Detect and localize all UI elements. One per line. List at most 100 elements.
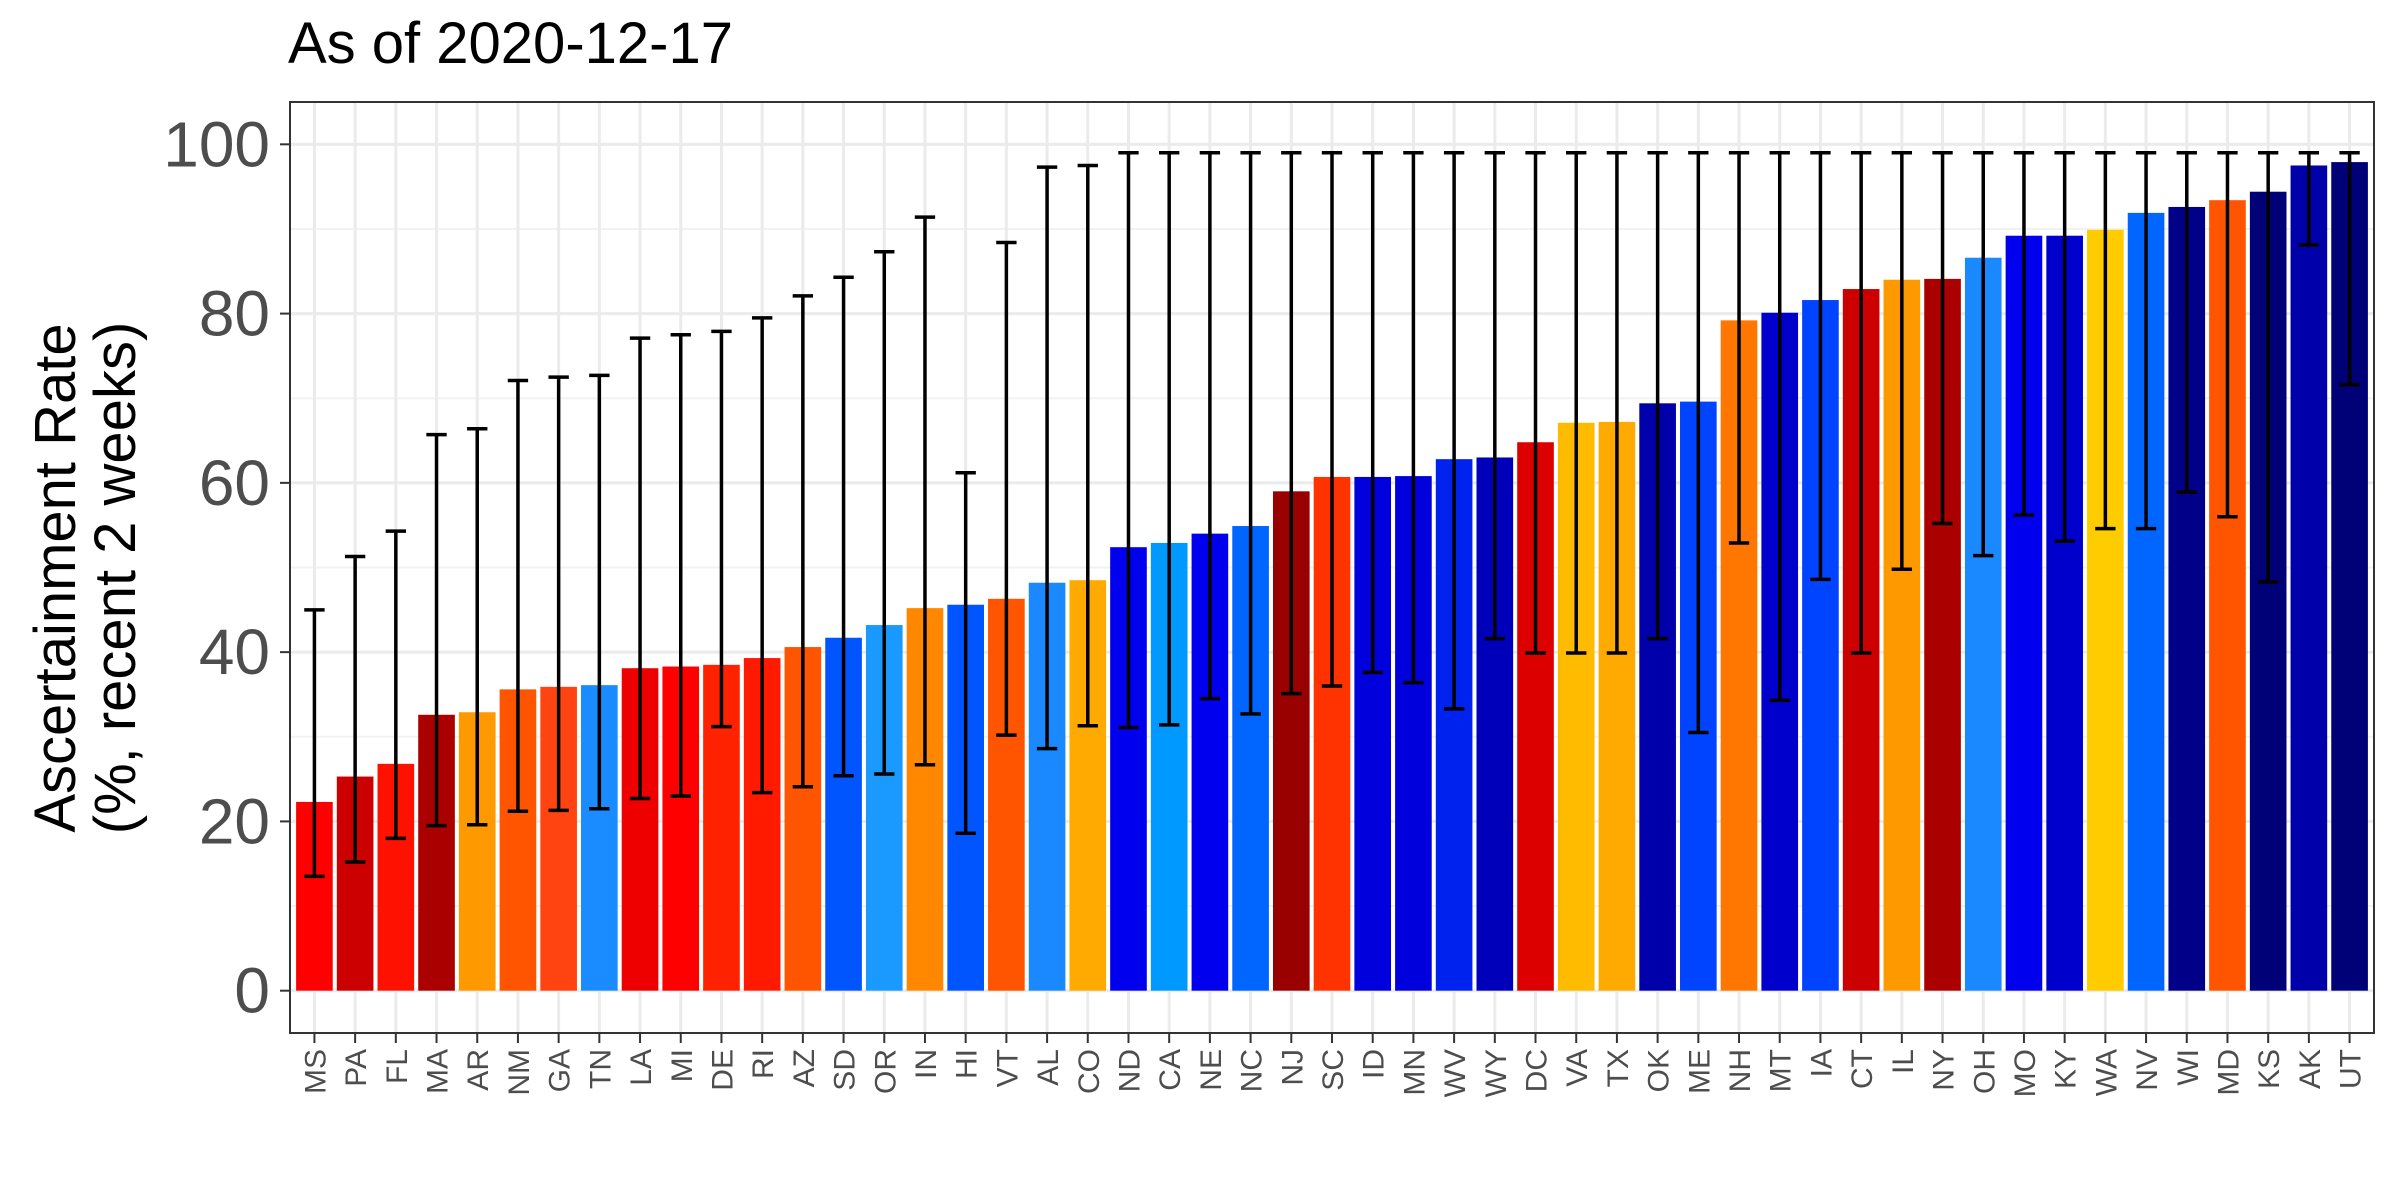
error-bar-WI bbox=[2176, 151, 2197, 494]
x-tick-label-KS: KS bbox=[2253, 1049, 2286, 1089]
x-tick-label-VT: VT bbox=[991, 1049, 1024, 1087]
x-tick-label-NC: NC bbox=[1236, 1049, 1269, 1092]
error-bar-DC bbox=[1525, 151, 1546, 655]
x-tick-label-ID: ID bbox=[1358, 1049, 1391, 1079]
x-tick-label-AL: AL bbox=[1032, 1049, 1065, 1086]
x-tick-label-CT: CT bbox=[1846, 1049, 1879, 1089]
y-axis-title: Ascertainment Rate (%, recent 2 weeks) bbox=[23, 322, 148, 835]
error-bar-NM bbox=[507, 378, 529, 814]
x-tick-label-WA: WA bbox=[2090, 1049, 2123, 1096]
error-bar-WY bbox=[1484, 151, 1505, 641]
error-bar-PA bbox=[344, 554, 366, 864]
x-tick-label-OK: OK bbox=[1643, 1049, 1676, 1092]
error-bar-DE bbox=[711, 329, 732, 729]
x-tick-label-MO: MO bbox=[2009, 1049, 2042, 1097]
y-axis-title-line-2: (%, recent 2 weeks) bbox=[83, 322, 148, 835]
x-tick-label-WI: WI bbox=[2172, 1049, 2205, 1086]
error-bar-AZ bbox=[792, 294, 814, 789]
error-bar-VT bbox=[996, 240, 1017, 737]
x-tick-label-AR: AR bbox=[462, 1049, 495, 1091]
x-tick-label-MI: MI bbox=[666, 1049, 699, 1082]
error-bar-TX bbox=[1606, 151, 1628, 655]
error-bar-CO bbox=[1077, 163, 1098, 728]
error-bar-MN bbox=[1403, 151, 1424, 685]
error-bar-FL bbox=[385, 529, 407, 841]
x-tick-label-SC: SC bbox=[1317, 1049, 1350, 1091]
x-tick-label-RI: RI bbox=[747, 1049, 780, 1079]
x-tick-label-GA: GA bbox=[544, 1049, 577, 1092]
x-tick-label-NE: NE bbox=[1195, 1049, 1228, 1091]
error-bars bbox=[304, 151, 2360, 879]
error-bar-CT bbox=[1850, 151, 1872, 655]
error-bar-SD bbox=[833, 275, 854, 778]
error-bar-IL bbox=[1891, 151, 1913, 571]
x-tick-label-OR: OR bbox=[869, 1049, 902, 1094]
error-bar-NH bbox=[1728, 151, 1750, 545]
error-bar-OH bbox=[1973, 151, 1994, 558]
error-bar-SC bbox=[1321, 151, 1343, 688]
error-bar-MO bbox=[2013, 151, 2035, 517]
x-tick-label-ND: ND bbox=[1113, 1049, 1146, 1092]
error-bar-NE bbox=[1199, 151, 1221, 701]
y-axis-title-line-1: Ascertainment Rate bbox=[23, 323, 88, 832]
error-bar-RI bbox=[751, 316, 773, 795]
error-bar-MD bbox=[2217, 151, 2238, 519]
error-bar-NJ bbox=[1281, 151, 1302, 696]
error-bar-MT bbox=[1769, 151, 1790, 703]
x-tick-label-KY: KY bbox=[2050, 1049, 2083, 1089]
x-tick-label-UT: UT bbox=[2335, 1049, 2368, 1089]
error-bar-ND bbox=[1118, 151, 1139, 730]
x-tick-label-IL: IL bbox=[1887, 1049, 1920, 1074]
x-tick-label-NV: NV bbox=[2131, 1049, 2164, 1091]
error-bar-LA bbox=[629, 336, 651, 801]
error-bar-AR bbox=[467, 426, 488, 827]
x-tick-label-LA: LA bbox=[625, 1049, 658, 1086]
x-tick-label-TX: TX bbox=[1602, 1049, 1635, 1087]
x-tick-label-NM: NM bbox=[503, 1049, 536, 1096]
y-tick-label: 40 bbox=[199, 616, 270, 688]
x-tick-label-ME: ME bbox=[1683, 1049, 1716, 1094]
x-tick-label-AZ: AZ bbox=[788, 1049, 821, 1087]
chart-title: As of 2020-12-17 bbox=[288, 11, 733, 76]
x-tick-label-MS: MS bbox=[299, 1049, 332, 1094]
x-tick-label-IA: IA bbox=[1805, 1049, 1838, 1077]
x-tick-label-NH: NH bbox=[1724, 1049, 1757, 1092]
error-bar-HI bbox=[955, 470, 976, 836]
y-tick-label: 60 bbox=[199, 447, 270, 519]
x-tick-label-MD: MD bbox=[2212, 1049, 2245, 1096]
y-axis: 0 20 40 60 80 100 bbox=[163, 108, 290, 1027]
error-bar-KS bbox=[2257, 151, 2279, 584]
error-bar-ID bbox=[1362, 151, 1383, 675]
x-tick-label-AK: AK bbox=[2294, 1049, 2327, 1089]
error-bar-NC bbox=[1240, 151, 1261, 716]
x-tick-label-SD: SD bbox=[829, 1049, 862, 1091]
x-tick-label-HI: HI bbox=[951, 1049, 984, 1079]
x-tick-label-FL: FL bbox=[381, 1049, 414, 1084]
error-bar-AK bbox=[2298, 151, 2320, 247]
x-tick-label-VA: VA bbox=[1561, 1049, 1594, 1087]
y-tick-label: 80 bbox=[199, 278, 270, 350]
x-axis: MS PA FL MA AR NM GA TN LA MI DE RI AZ SD OR IN HI VT AL CO… bbox=[299, 1033, 2368, 1097]
x-tick-label-TN: TN bbox=[584, 1049, 617, 1089]
x-tick-label-NJ: NJ bbox=[1276, 1049, 1309, 1086]
error-bar-AL bbox=[1036, 165, 1058, 751]
error-bar-OR bbox=[874, 250, 895, 776]
error-bar-IA bbox=[1810, 151, 1831, 582]
x-tick-label-MT: MT bbox=[1765, 1049, 1798, 1092]
x-tick-label-WY: WY bbox=[1480, 1049, 1513, 1097]
error-bar-OK bbox=[1647, 151, 1668, 641]
error-bar-IN bbox=[914, 215, 936, 767]
error-bar-NV bbox=[2135, 151, 2157, 531]
error-bar-KY bbox=[2054, 151, 2075, 544]
x-tick-label-OH: OH bbox=[1968, 1049, 2001, 1094]
error-bar-MI bbox=[670, 333, 691, 798]
error-bar-MS bbox=[304, 608, 325, 879]
error-bar-UT bbox=[2339, 151, 2360, 387]
error-bar-NY bbox=[1932, 151, 1953, 526]
y-tick-label: 100 bbox=[163, 108, 270, 180]
error-bar-GA bbox=[548, 375, 569, 813]
x-tick-label-NY: NY bbox=[1928, 1049, 1961, 1091]
x-tick-label-PA: PA bbox=[340, 1049, 373, 1087]
error-bar-ME bbox=[1688, 151, 1709, 735]
